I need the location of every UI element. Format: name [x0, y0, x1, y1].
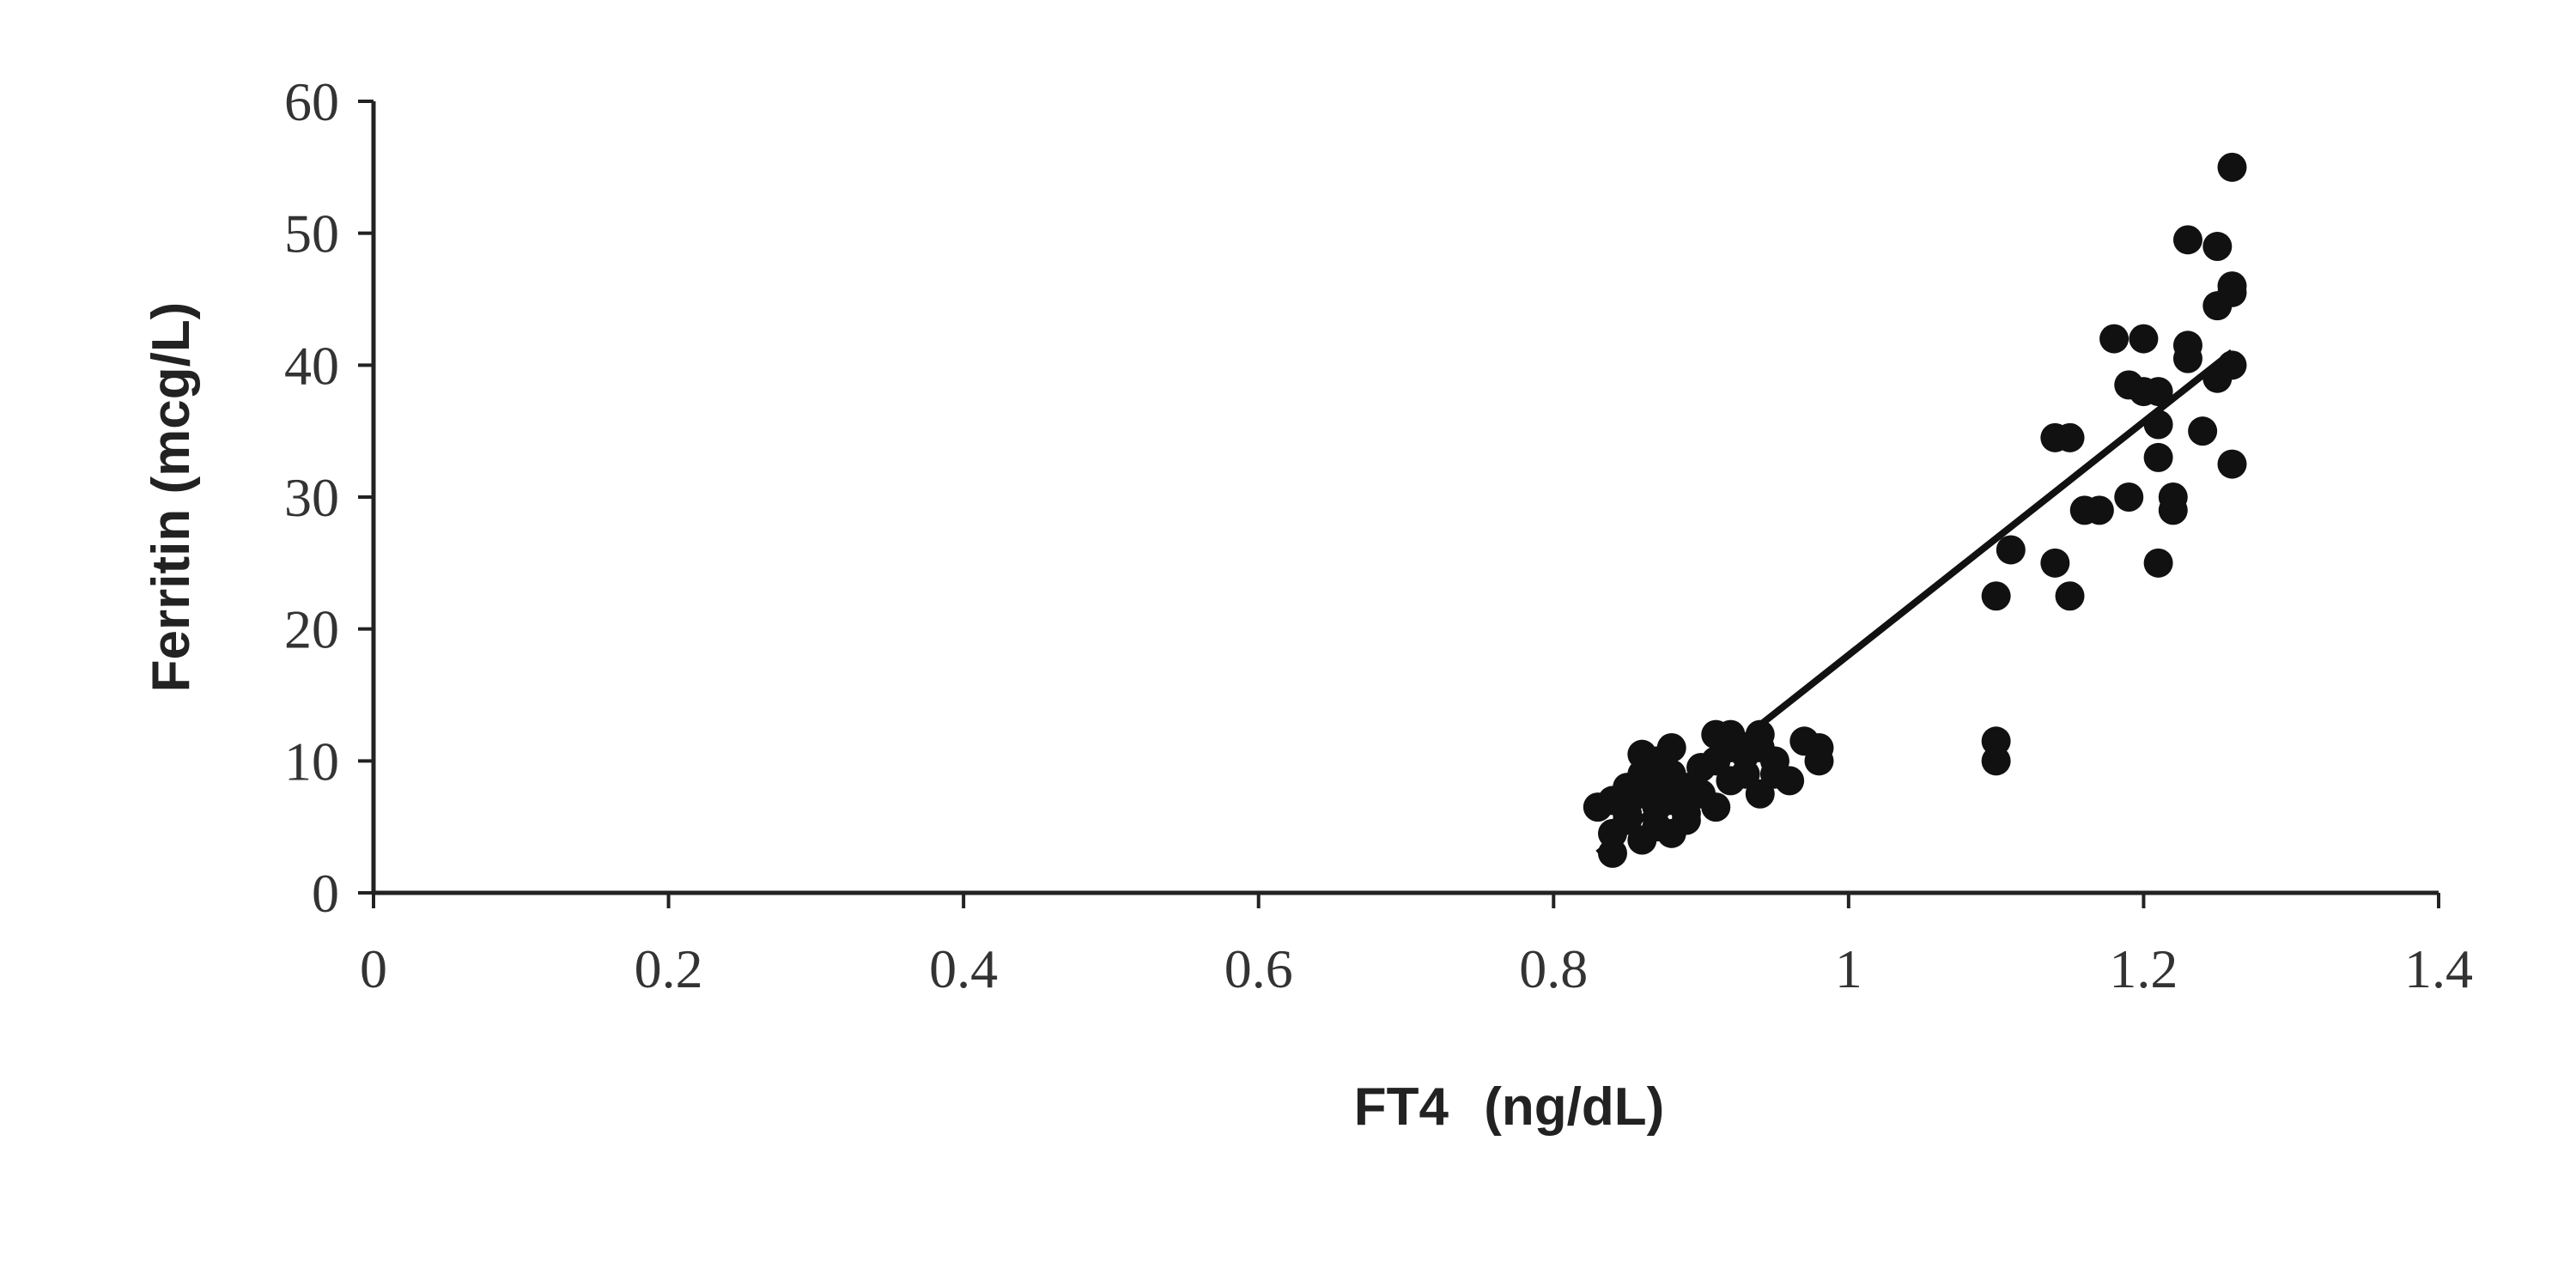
x-axis-ticks: 0 0.2 0.4 0.6 0.8 1 1.2 1.4: [360, 893, 2473, 999]
data-point: [2143, 548, 2173, 578]
data-point: [1656, 732, 1686, 762]
data-point: [2172, 331, 2202, 361]
x-tick-label: 1.2: [2109, 938, 2178, 999]
x-tick-label: 1: [1835, 938, 1862, 999]
y-axis-title: Ferritin (mcg/L): [142, 302, 201, 693]
data-point: [2217, 152, 2247, 182]
x-tick-label: 0: [360, 938, 387, 999]
data-point: [2143, 377, 2173, 407]
x-tick-label: 1.4: [2404, 938, 2473, 999]
data-point: [1981, 726, 2011, 756]
data-point: [2202, 232, 2233, 262]
y-tick-label: 20: [284, 599, 339, 660]
trend-line: [1595, 349, 2234, 857]
data-point: [2099, 324, 2129, 354]
data-point: [2188, 416, 2218, 446]
y-axis-ticks: 0 10 20 30 40 50 60: [284, 71, 374, 924]
data-point: [2217, 277, 2247, 307]
data-points: [1583, 152, 2247, 868]
data-point: [1804, 732, 1834, 762]
y-tick-label: 30: [284, 467, 339, 528]
y-tick-label: 0: [312, 863, 339, 924]
data-point: [2084, 495, 2114, 525]
data-point: [2217, 449, 2247, 479]
data-point: [1996, 535, 2026, 565]
x-axis-title: FT4 (ng/dL): [1354, 1077, 1664, 1137]
data-point: [2114, 482, 2144, 512]
data-point: [1775, 766, 1805, 796]
x-axis-title-main: FT4: [1354, 1077, 1449, 1137]
data-point: [1671, 805, 1701, 835]
x-tick-label: 0.2: [635, 938, 703, 999]
y-tick-label: 40: [284, 335, 339, 396]
data-point: [2143, 442, 2173, 472]
y-tick-label: 50: [284, 203, 339, 264]
x-tick-label: 0.8: [1519, 938, 1588, 999]
data-point: [2129, 324, 2159, 354]
data-point: [2055, 422, 2085, 452]
data-point: [1701, 792, 1731, 822]
y-tick-label: 60: [284, 71, 339, 132]
x-axis-title-unit: (ng/dL): [1484, 1077, 1664, 1137]
data-point: [2172, 225, 2202, 255]
x-tick-label: 0.6: [1224, 938, 1293, 999]
y-tick-label: 10: [284, 731, 339, 792]
data-point: [1981, 581, 2011, 611]
x-tick-label: 0.4: [929, 938, 998, 999]
data-point: [2055, 581, 2085, 611]
data-point: [2158, 482, 2188, 512]
data-point: [2040, 548, 2070, 578]
